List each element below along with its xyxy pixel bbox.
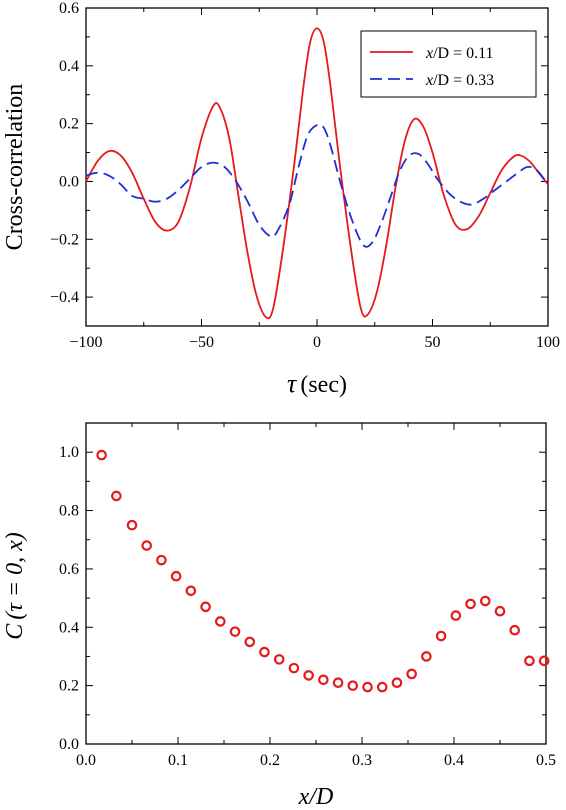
plot2-y-tick-label: 0.2 bbox=[59, 678, 79, 695]
scatter-point bbox=[450, 610, 462, 621]
scatter-point bbox=[111, 490, 122, 502]
plot2-y-axis-title: C(τ = 0, x) bbox=[2, 532, 28, 639]
scatter-point bbox=[229, 626, 241, 637]
plot1-series bbox=[85, 27, 549, 320]
plot1-y-tick-label: 0.0 bbox=[59, 173, 79, 190]
scatter-point bbox=[421, 651, 432, 662]
plot2-x-tick-label: 0.5 bbox=[536, 752, 556, 769]
series-line-1 bbox=[85, 123, 549, 248]
scatter-point bbox=[494, 605, 506, 617]
plot1-x-tick-label: 50 bbox=[425, 334, 441, 351]
plot2-x-tick-label: 0.0 bbox=[76, 752, 96, 769]
legend-label-0: x/D = 0.11 bbox=[425, 45, 494, 62]
scatter-point bbox=[406, 668, 417, 680]
scatter-point bbox=[156, 554, 167, 566]
plot2-points bbox=[96, 449, 550, 693]
scatter-point bbox=[347, 680, 359, 691]
scatter-point bbox=[479, 595, 491, 607]
scatter-point bbox=[362, 681, 373, 693]
legend-box bbox=[360, 30, 537, 98]
scatter-point bbox=[509, 624, 521, 636]
plot1-legend: x/D = 0.11 x/D = 0.33 bbox=[360, 30, 537, 98]
scatter-point bbox=[465, 598, 476, 610]
scatter-point bbox=[259, 646, 270, 658]
scatter-point bbox=[273, 654, 285, 665]
scatter-point bbox=[288, 662, 300, 674]
scatter-point bbox=[376, 681, 388, 693]
plot1-y-tick-label: 0.2 bbox=[59, 116, 79, 133]
scatter-point bbox=[332, 677, 344, 689]
plot2-y-tick-label: 0.4 bbox=[59, 619, 79, 636]
correlation-vs-position-chart: 0.0 0.1 0.2 0.3 0.4 0.5 0.0 0.2 0.4 0.6 0.8 1.0 x/D… bbox=[2, 422, 556, 810]
scatter-point bbox=[391, 677, 403, 689]
scatter-point bbox=[200, 601, 211, 613]
plot1-x-tick-label: −100 bbox=[69, 334, 102, 351]
scatter-point bbox=[244, 636, 256, 648]
series-line-0 bbox=[85, 27, 549, 320]
plot2-y-tick-label: 0.6 bbox=[59, 561, 79, 578]
plot2-y-tick-label: 0.8 bbox=[59, 503, 79, 520]
plot2-x-axis-title: x/D bbox=[298, 784, 334, 810]
legend-label-1: x/D = 0.33 bbox=[425, 72, 494, 89]
plot1-x-tick-label: 100 bbox=[536, 334, 560, 351]
plot2-x-tick-label: 0.2 bbox=[260, 752, 280, 769]
scatter-point bbox=[96, 449, 107, 461]
plot1-y-axis-title: Cross-correlation bbox=[2, 84, 28, 251]
scatter-point bbox=[215, 616, 226, 627]
plot2-y-tick-label: 0.0 bbox=[59, 736, 79, 753]
plot2-ticks: 0.0 0.1 0.2 0.3 0.4 0.5 0.0 0.2 0.4 0.6 0.8 1.0 bbox=[59, 422, 556, 769]
scatter-point bbox=[524, 655, 535, 667]
plot1-y-tick-label: −0.2 bbox=[50, 231, 79, 248]
scatter-point bbox=[303, 670, 314, 681]
scatter-point bbox=[185, 585, 197, 597]
plot2-x-tick-label: 0.4 bbox=[444, 752, 464, 769]
plot2-x-tick-label: 0.3 bbox=[352, 752, 372, 769]
plot1-x-tick-label: −50 bbox=[189, 334, 214, 351]
plot2-frame bbox=[85, 422, 547, 745]
scatter-point bbox=[170, 570, 182, 582]
scatter-point bbox=[318, 674, 329, 686]
plot1-ticks: −100 −50 0 50 100 −0.4 −0.2 0.0 0.2 0.4 0.6 bbox=[50, 0, 560, 351]
plot1-y-tick-label: 0.4 bbox=[59, 58, 79, 75]
plot1-x-axis-title: τ (sec) bbox=[287, 369, 347, 398]
scatter-point bbox=[141, 540, 153, 551]
scatter-point bbox=[126, 519, 138, 531]
plot1-y-tick-label: −0.4 bbox=[50, 289, 79, 306]
plot2-y-tick-label: 1.0 bbox=[59, 444, 79, 461]
plot1-y-tick-label: 0.6 bbox=[59, 0, 79, 17]
plot2-x-tick-label: 0.1 bbox=[168, 752, 188, 769]
plot1-x-tick-label: 0 bbox=[313, 334, 321, 351]
scatter-point bbox=[435, 630, 447, 642]
cross-correlation-chart: −100 −50 0 50 100 −0.4 −0.2 0.0 0.2 0.4 0.6 x/D = … bbox=[2, 0, 560, 398]
scatter-point bbox=[538, 655, 550, 667]
